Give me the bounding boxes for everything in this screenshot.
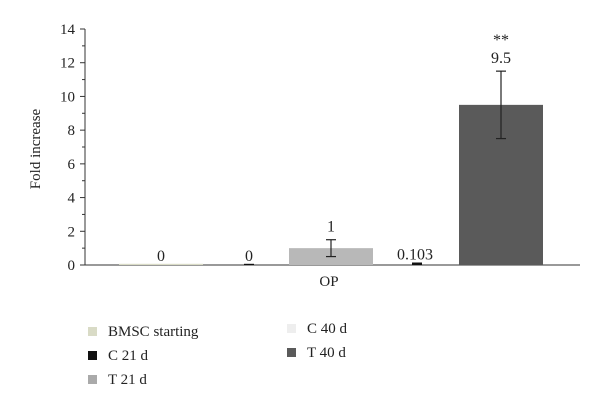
bar-c-40-d <box>412 262 422 265</box>
y-tick-label: 2 <box>68 224 76 240</box>
legend-swatch <box>287 324 296 333</box>
legend-swatch <box>287 348 296 357</box>
data-label: 0.103 <box>397 246 433 263</box>
y-tick-label: 4 <box>68 191 76 207</box>
y-tick-label: 6 <box>68 157 76 173</box>
significance-marker: ** <box>493 32 509 49</box>
data-label: 0 <box>245 248 253 265</box>
legend-label: C 21 d <box>108 348 149 364</box>
legend-label: T 21 d <box>108 372 147 388</box>
y-tick-label: 12 <box>60 56 75 72</box>
y-axis-title: Fold increase <box>28 108 44 189</box>
legend-swatch <box>88 375 97 384</box>
legend-label: BMSC starting <box>108 324 199 340</box>
x-category-label: OP <box>319 274 338 290</box>
legend-swatch <box>88 327 97 336</box>
legend-label: T 40 d <box>307 345 346 361</box>
data-label: 0 <box>157 248 165 265</box>
legend-swatch <box>88 351 97 360</box>
y-tick-label: 8 <box>68 123 76 139</box>
data-label: 1 <box>327 219 335 236</box>
bar-c-21-d <box>244 263 254 265</box>
y-tick-label: 14 <box>60 22 76 38</box>
data-label: 9.5 <box>491 50 511 67</box>
legend-label: C 40 d <box>307 321 348 337</box>
y-tick-label: 10 <box>60 89 75 105</box>
y-tick-label: 0 <box>68 258 76 274</box>
bar-bmsc-starting <box>119 263 203 265</box>
